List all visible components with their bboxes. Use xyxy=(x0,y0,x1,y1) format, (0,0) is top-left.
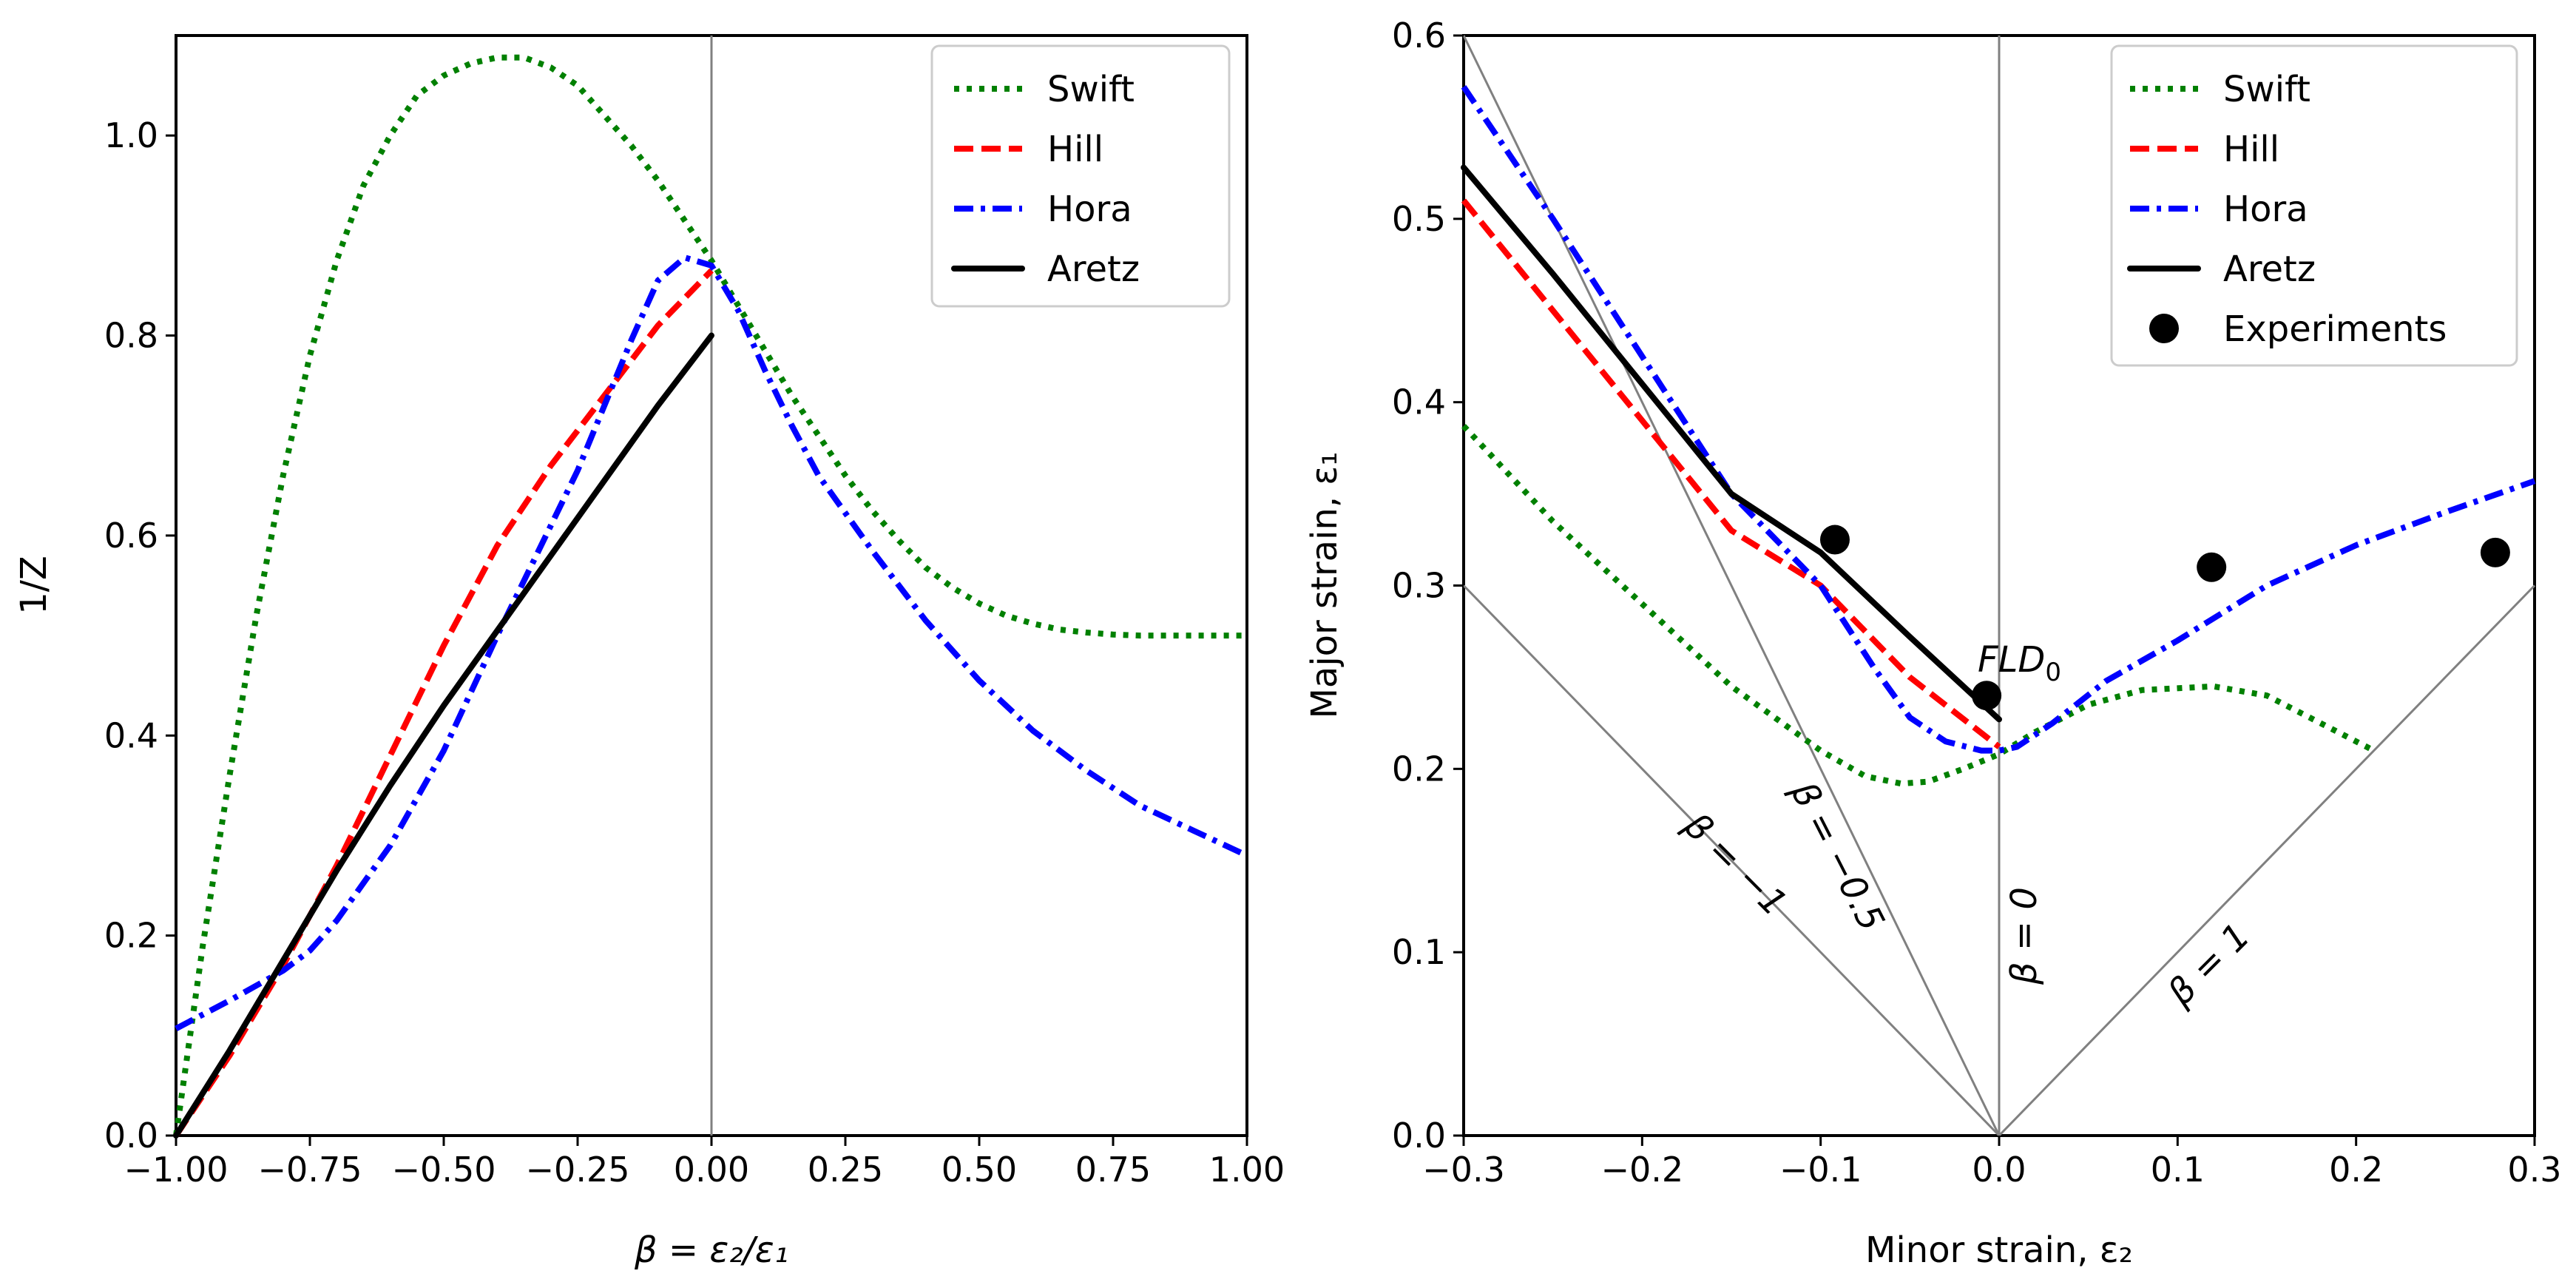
reference-line xyxy=(1998,584,2536,1137)
series-line-aretz xyxy=(1461,164,2002,723)
experiment-point xyxy=(1972,681,2002,711)
experiment-point xyxy=(2197,552,2227,582)
left-x-axis-label: β = ε₂/ε₁ xyxy=(634,1230,788,1271)
x-tick-label: 1.00 xyxy=(1209,1150,1285,1190)
y-tick-label: 0.0 xyxy=(1392,1116,1446,1156)
x-tick-label: 0.3 xyxy=(2507,1150,2561,1190)
x-tick-label: 0.25 xyxy=(808,1150,883,1190)
experiment-point xyxy=(1819,525,1850,555)
x-tick-label: 0.1 xyxy=(2151,1150,2205,1190)
reference-line-label: β = −1 xyxy=(1675,804,1795,924)
experiment-point xyxy=(2480,537,2510,567)
y-tick-label: 0.6 xyxy=(104,516,158,556)
legend-label-experiments: Experiments xyxy=(2223,308,2447,350)
right-y-axis-label: Major strain, ε₁ xyxy=(1304,452,1345,719)
left-y-tick-group: 0.0 0.2 0.4 0.6 0.8 1.0 xyxy=(104,115,176,1156)
series-line-hill xyxy=(1461,198,2001,749)
x-tick-label: −0.50 xyxy=(392,1150,496,1190)
x-tick-label: −0.3 xyxy=(1422,1150,1505,1190)
y-tick-label: 1.0 xyxy=(104,115,158,155)
left-legend-box xyxy=(930,44,1231,308)
y-tick-label: 0.1 xyxy=(1392,932,1446,972)
fld0-annotation: FLD0 xyxy=(1978,639,2061,687)
x-tick-label: −0.2 xyxy=(1600,1150,1683,1190)
legend-label-swift: Swift xyxy=(2223,69,2310,110)
legend-label-aretz: Aretz xyxy=(1047,249,1140,290)
x-tick-label: −0.75 xyxy=(258,1150,362,1190)
series-line-swift xyxy=(173,54,1247,1136)
y-tick-label: 0.6 xyxy=(1392,16,1446,55)
x-tick-label: −0.25 xyxy=(526,1150,630,1190)
left-legend: Swift Hill Hora Aretz xyxy=(930,44,1231,308)
reference-line xyxy=(1462,584,2001,1137)
right-series-group xyxy=(1461,85,2536,787)
y-tick-label: 0.4 xyxy=(1392,382,1446,422)
legend-label-hora: Hora xyxy=(2223,189,2308,230)
legend-label-swift: Swift xyxy=(1047,69,1135,110)
right-legend: Swift Hill Hora Aretz Experiments xyxy=(2110,44,2518,367)
reference-line-label: β = 1 xyxy=(2160,915,2259,1014)
fld0-annotation-subscript: 0 xyxy=(2045,658,2061,687)
x-tick-label: 0.75 xyxy=(1075,1150,1151,1190)
series-line-hora xyxy=(1461,85,2536,754)
legend-label-hora: Hora xyxy=(1047,189,1132,230)
legend-label-hill: Hill xyxy=(1047,129,1103,170)
left-y-axis-label: 1/Z xyxy=(13,556,55,615)
legend-label-aretz: Aretz xyxy=(2223,249,2316,290)
left-x-tick-group: −1.00 −0.75 −0.50 −0.25 0.00 0.25 0.50 0.75 1.00 xyxy=(124,1136,1285,1190)
fld0-annotation-main: FLD xyxy=(1978,639,2045,681)
left-series-group xyxy=(173,54,1248,1139)
y-tick-label: 0.2 xyxy=(1392,749,1446,789)
reference-line-label: β = 0 xyxy=(2004,887,2045,985)
legend-marker-experiments xyxy=(2149,314,2179,343)
x-tick-label: −1.00 xyxy=(124,1150,229,1190)
right-x-axis-label: Minor strain, ε₂ xyxy=(1865,1230,2133,1271)
y-tick-label: 0.0 xyxy=(104,1116,158,1156)
y-tick-label: 0.8 xyxy=(104,316,158,356)
legend-label-hill: Hill xyxy=(2223,129,2279,170)
left-chart-panel: −1.00 −0.75 −0.50 −0.25 0.00 0.25 0.50 0.75 1.00… xyxy=(13,34,1285,1271)
x-tick-label: 0.0 xyxy=(1972,1150,2026,1190)
series-line-aretz xyxy=(173,332,714,1139)
series-line-swift xyxy=(1461,424,2376,787)
y-tick-label: 0.5 xyxy=(1392,199,1446,239)
right-legend-box xyxy=(2110,44,2518,367)
x-tick-label: 0.50 xyxy=(942,1150,1017,1190)
reference-line xyxy=(1462,35,2001,1136)
y-tick-label: 0.2 xyxy=(104,916,158,956)
right-x-tick-group: −0.3 −0.2 −0.1 0.0 0.1 0.2 0.3 xyxy=(1422,1136,2562,1190)
right-experiment-points-group xyxy=(1819,525,2510,711)
reference-line-label: β = −0.5 xyxy=(1782,775,1892,937)
y-tick-label: 0.3 xyxy=(1392,566,1446,606)
x-tick-label: 0.00 xyxy=(674,1150,749,1190)
right-chart-panel: −0.3 −0.2 −0.1 0.0 0.1 0.2 0.3 0.0 0.1 0.2 0.3 0.4… xyxy=(1304,16,2562,1271)
x-tick-label: 0.2 xyxy=(2329,1150,2383,1190)
right-y-tick-group: 0.0 0.1 0.2 0.3 0.4 0.5 0.6 xyxy=(1392,16,1464,1156)
x-tick-label: −0.1 xyxy=(1779,1150,1862,1190)
y-tick-label: 0.4 xyxy=(104,715,158,755)
